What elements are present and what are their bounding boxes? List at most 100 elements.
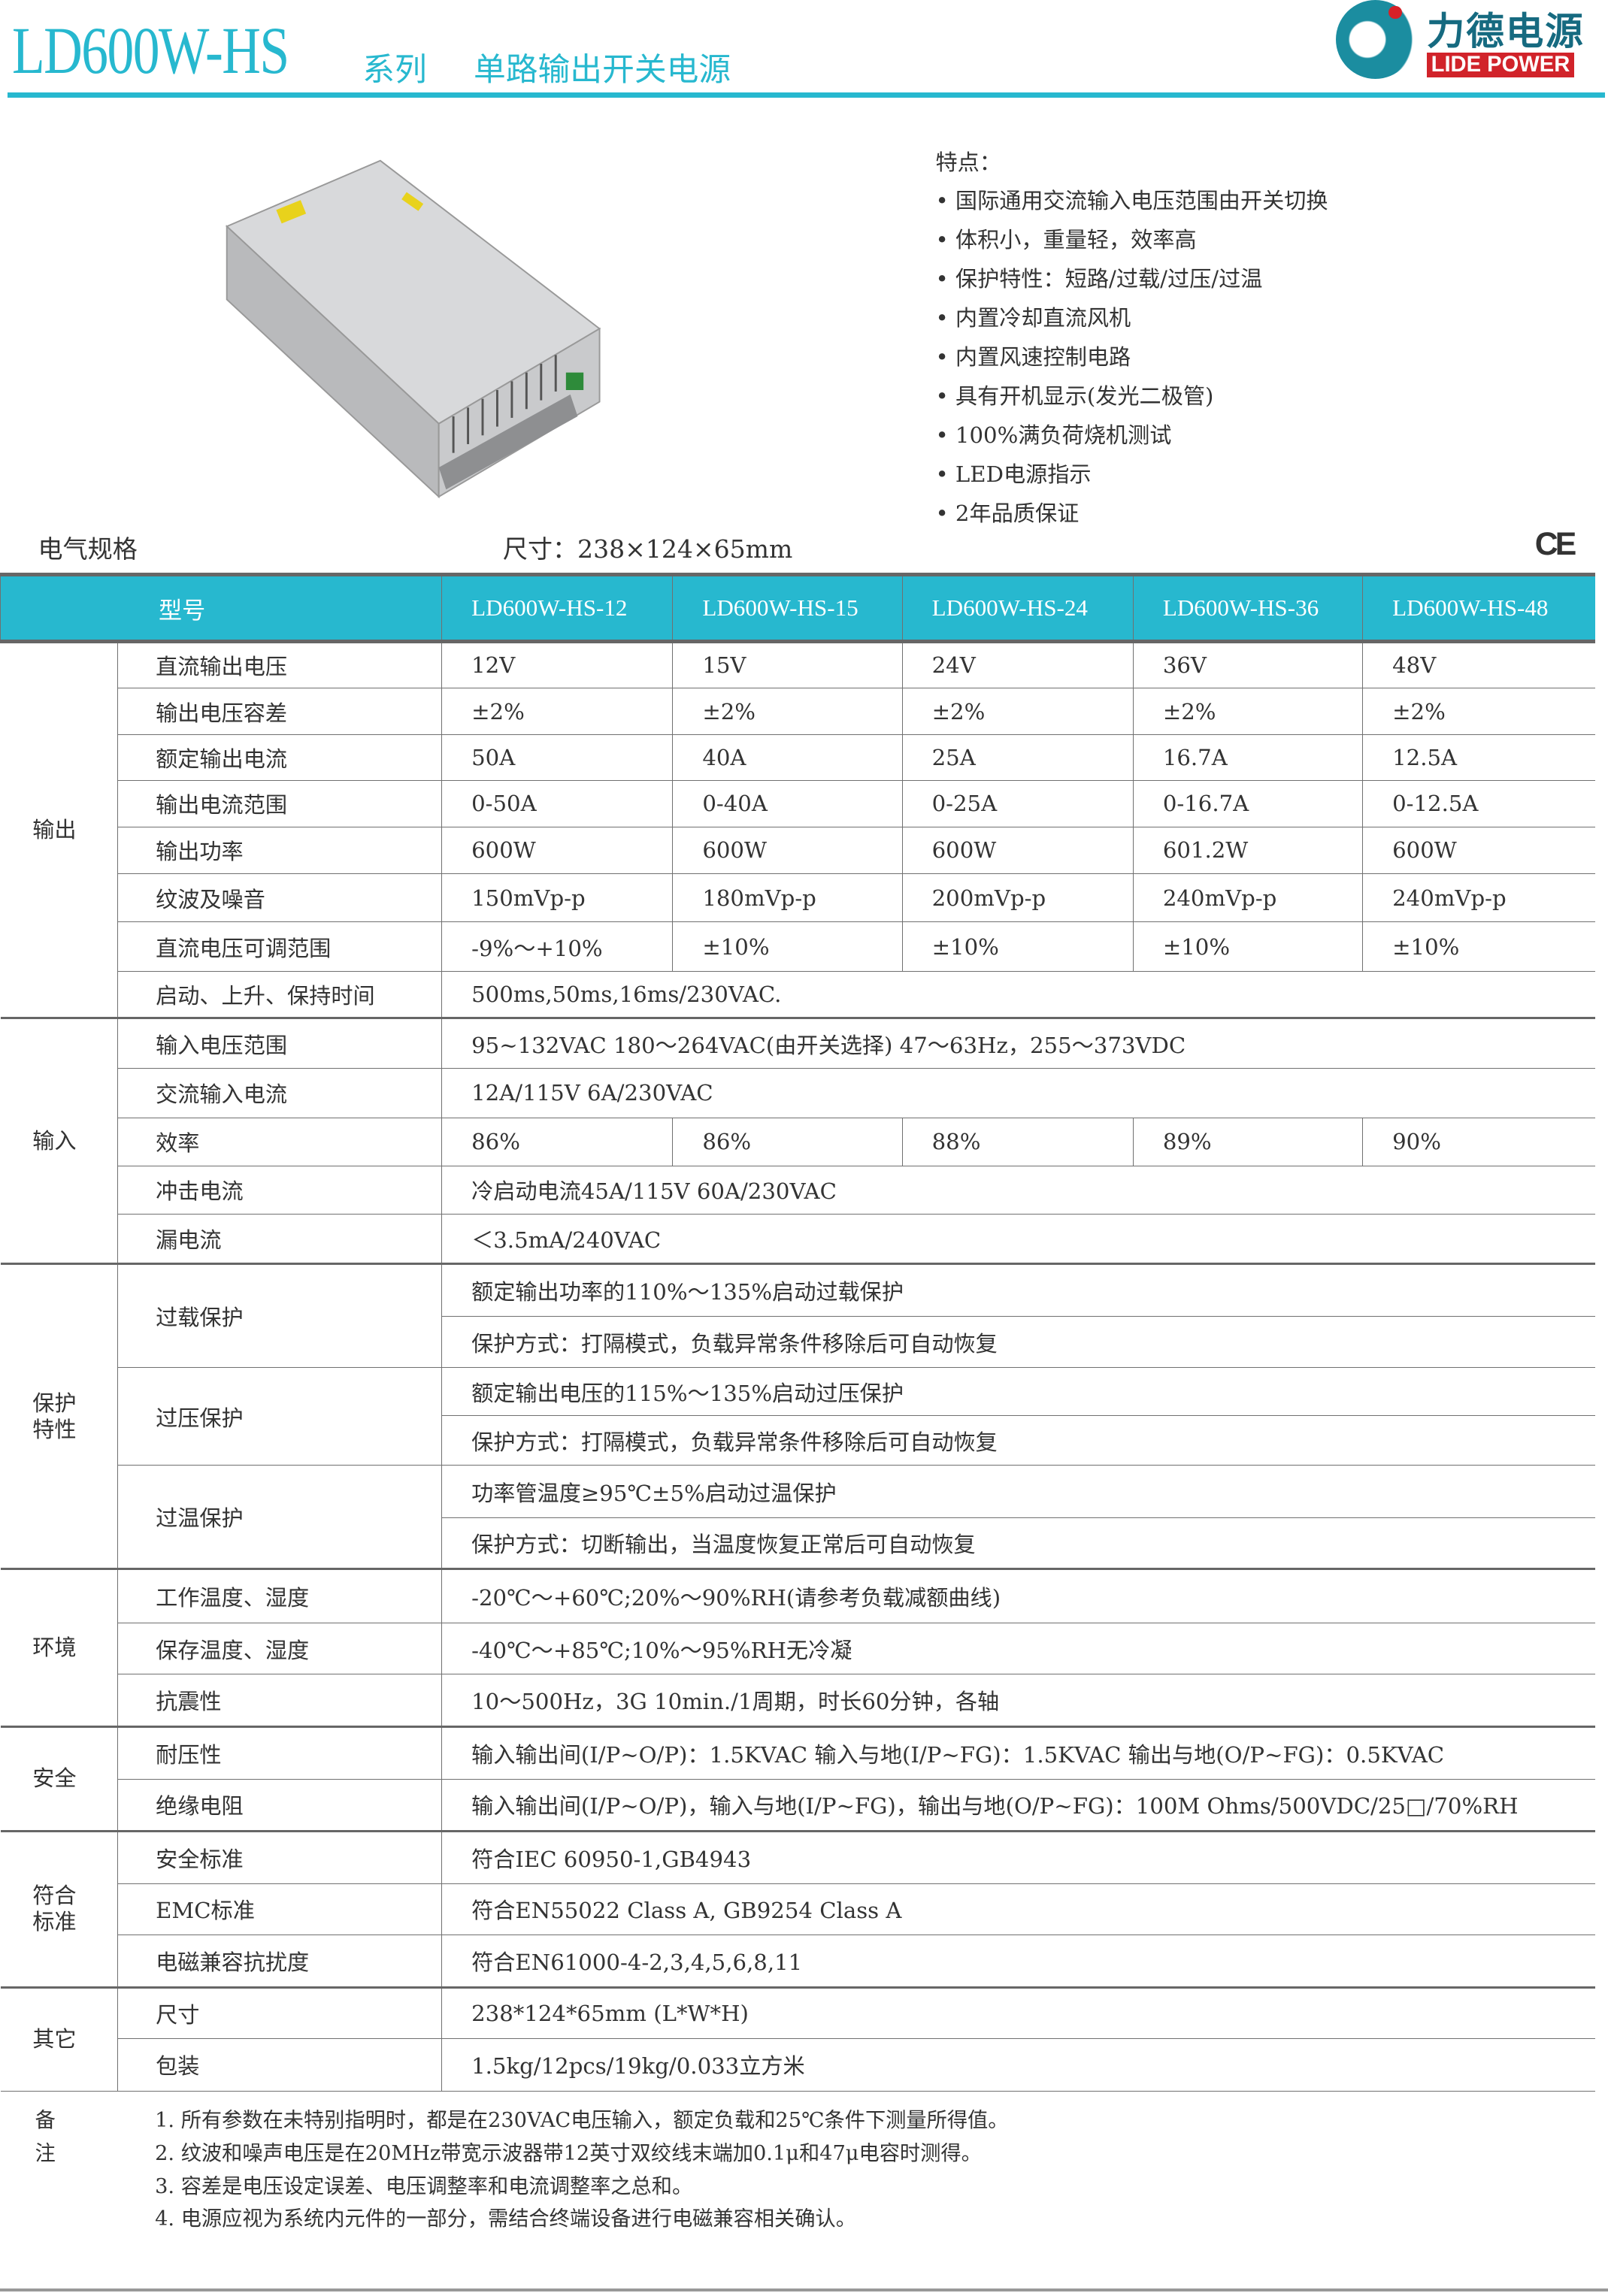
cell-value: 600W (1362, 826, 1595, 874)
cell-value: ±2% (901, 688, 1134, 736)
feature-item: • LED电源指示 (935, 461, 1092, 487)
note-item: 3. 容差是电压设定误差、电压调整率和电流调整率之总和。 (155, 2174, 693, 2198)
cell-value: 保护方式：打隔模式，负载异常条件移除后可自动恢复 (441, 1415, 1595, 1466)
dimensions-label: 尺寸：238×124×65mm (502, 534, 793, 564)
cell-value: 1.5kg/12pcs/19kg/0.033立方米 (441, 2037, 1595, 2092)
row-label: 绝缘电阻 (117, 1779, 443, 1832)
table-row: 直流电压可调范围 -9%～+10% ±10% ±10% ±10% ±10% (1, 921, 1595, 973)
table-row: 额定输出电流 50A 40A 25A 16.7A 12.5A (1, 734, 1595, 781)
table-row: 效率 86% 86% 88% 89% 90% (1, 1117, 1595, 1166)
cell-value: 16.7A (1132, 734, 1364, 781)
footer-divider (0, 2288, 1608, 2291)
header-model: LD600W-HS-12 (441, 573, 674, 643)
series-label: 系列 (362, 51, 427, 89)
brand-name-en: LIDE POWER (1426, 53, 1575, 78)
table-row: 交流输入电流 12A/115V 6A/230VAC (1, 1067, 1595, 1118)
row-label: 纹波及噪音 (117, 873, 443, 923)
row-label: 尺寸 (117, 1986, 443, 2039)
spec-section-title: 电气规格 (38, 534, 138, 564)
cell-value: 200mVp-p (901, 873, 1134, 923)
table-row: 抗震性 10～500Hz，3G 10min./1周期，时长60分钟，各轴 (1, 1674, 1595, 1728)
logo-dot-icon (1388, 5, 1402, 20)
row-label: 安全标准 (117, 1829, 443, 1884)
cell-value: ＜3.5mA/240VAC (441, 1214, 1595, 1265)
table-row: 保护方式：切断输出，当温度恢复正常后可自动恢复 (1, 1517, 1595, 1570)
header-model: LD600W-HS-48 (1362, 573, 1595, 643)
row-label: 效率 (117, 1117, 443, 1166)
group-label: 环境 (0, 1568, 118, 1728)
feature-item: • 国际通用交流输入电压范围由开关切换 (935, 188, 1328, 214)
cell-value: 保护方式：打隔模式，负载异常条件移除后可自动恢复 (441, 1316, 1595, 1369)
group-label: 输入 (0, 1017, 118, 1265)
feature-item: • 保护特性：短路/过载/过压/过温 (935, 266, 1263, 292)
cell-value: 240mVp-p (1132, 873, 1364, 923)
cell-value: ±2% (672, 688, 903, 736)
feature-item: • 体积小，重量轻，效率高 (935, 227, 1197, 253)
cell-value: 12V (441, 640, 674, 689)
table-row: 输出功率 600W 600W 600W 601.2W 600W (1, 826, 1595, 874)
group-label: 保护 特性 (0, 1263, 118, 1570)
cell-value: 12A/115V 6A/230VAC (441, 1067, 1595, 1118)
cell-value: 86% (441, 1117, 674, 1166)
table-row: 输入 输入电压范围 95~132VAC 180～264VAC(由开关选择) 47～6… (0, 1017, 1595, 1265)
cell-value: ±2% (441, 688, 674, 736)
row-label: 直流电压可调范围 (117, 921, 443, 973)
cell-value: -20℃～+60℃;20%～90%RH(请参考负载减额曲线) (441, 1568, 1595, 1624)
cell-value: ±10% (901, 921, 1134, 973)
cell-value: 10～500Hz，3G 10min./1周期，时长60分钟，各轴 (441, 1674, 1595, 1728)
cell-value: 40A (672, 734, 903, 781)
table-row: 保护 特性 过载保护 额定输出功率的110%～135%启动过载保护 (0, 1263, 1595, 1570)
row-label: 输出功率 (117, 826, 443, 874)
cell-value: ±10% (672, 921, 903, 973)
cell-value: 符合IEC 60950-1,GB4943 (441, 1829, 1595, 1884)
table-row: 绝缘电阻 输入输出间(I/P~O/P)，输入与地(I/P~FG)，输出与地(O/P… (1, 1779, 1595, 1832)
cell-value: 保护方式：切断输出，当温度恢复正常后可自动恢复 (441, 1517, 1595, 1570)
cell-value: 输入输出间(I/P~O/P)，输入与地(I/P~FG)，输出与地(O/P~FG)… (441, 1779, 1595, 1832)
cell-value: 符合EN55022 Class A, GB9254 Class A (441, 1883, 1595, 1935)
row-label: EMC标准 (117, 1883, 443, 1935)
table-row: 过压保护 额定输出电压的115%～135%启动过压保护 (1, 1367, 1595, 1466)
cell-value: 0-25A (901, 779, 1134, 827)
row-label: 保存温度、湿度 (117, 1623, 443, 1675)
feature-item: • 内置冷却直流风机 (935, 305, 1131, 331)
cell-value: 180mVp-p (672, 873, 903, 923)
header-divider (7, 92, 1606, 98)
cell-value: 功率管温度≥95℃±5%启动过温保护 (441, 1465, 1595, 1519)
cell-value: 600W (901, 826, 1134, 874)
table-row: 电磁兼容抗扰度 符合EN61000-4-2,3,4,5,6,8,11 (1, 1934, 1595, 1988)
cell-value: 89% (1132, 1117, 1364, 1166)
table-row: 保存温度、湿度 -40℃～+85℃;10%～95%RH无冷凝 (1, 1623, 1595, 1675)
cell-value: 500ms,50ms,16ms/230VAC. (441, 971, 1595, 1019)
table-row: EMC标准 符合EN55022 Class A, GB9254 Class A (1, 1883, 1595, 1935)
cell-value: 90% (1362, 1117, 1595, 1166)
header-model: LD600W-HS-36 (1132, 573, 1364, 643)
cell-value: 36V (1132, 640, 1364, 689)
table-row: 安全 耐压性 输入输出间(I/P~O/P)：1.5KVAC 输入与地(I/P~FG)… (0, 1726, 1595, 1832)
notes-label: 备注 (35, 2109, 56, 2165)
cell-value: ±2% (1132, 688, 1364, 736)
row-label: 过温保护 (117, 1465, 443, 1570)
row-label: 电磁兼容抗扰度 (117, 1934, 443, 1988)
table-row: 符合 标准 安全标准 符合IEC 60950-1,GB4943 (0, 1829, 1595, 1988)
row-label: 漏电流 (117, 1214, 443, 1265)
row-label: 工作温度、湿度 (117, 1568, 443, 1624)
product-image (225, 159, 601, 499)
cell-value: 0-16.7A (1132, 779, 1364, 827)
header-model: LD600W-HS-15 (672, 573, 903, 643)
group-label: 安全 (0, 1726, 118, 1832)
table-row: 其它 尺寸 238*124*65mm (L*W*H) (0, 1986, 1595, 2092)
page-title: LD600W-HS 系列 单路输出开关电源 (12, 12, 731, 89)
features-list: 特点： • 国际通用交流输入电压范围由开关切换 • 体积小，重量轻，效率高 • … (935, 144, 1328, 534)
cell-value: 601.2W (1132, 826, 1364, 874)
cell-value: 150mVp-p (441, 873, 674, 923)
note-item: 4. 电源应视为系统内元件的一部分，需结合终端设备进行电磁兼容相关确认。 (155, 2207, 856, 2231)
table-row: 漏电流 ＜3.5mA/240VAC (1, 1214, 1595, 1265)
row-label: 交流输入电流 (117, 1067, 443, 1118)
feature-item: • 100%满负荷烧机测试 (935, 422, 1172, 448)
cell-value: 0-12.5A (1362, 779, 1595, 827)
cell-value: 600W (441, 826, 674, 874)
row-label: 输入电压范围 (117, 1017, 443, 1069)
table-row: 输出 直流输出电压 12V 15V 24V 36V 48V (0, 640, 1595, 1019)
row-label: 直流输出电压 (117, 640, 443, 689)
